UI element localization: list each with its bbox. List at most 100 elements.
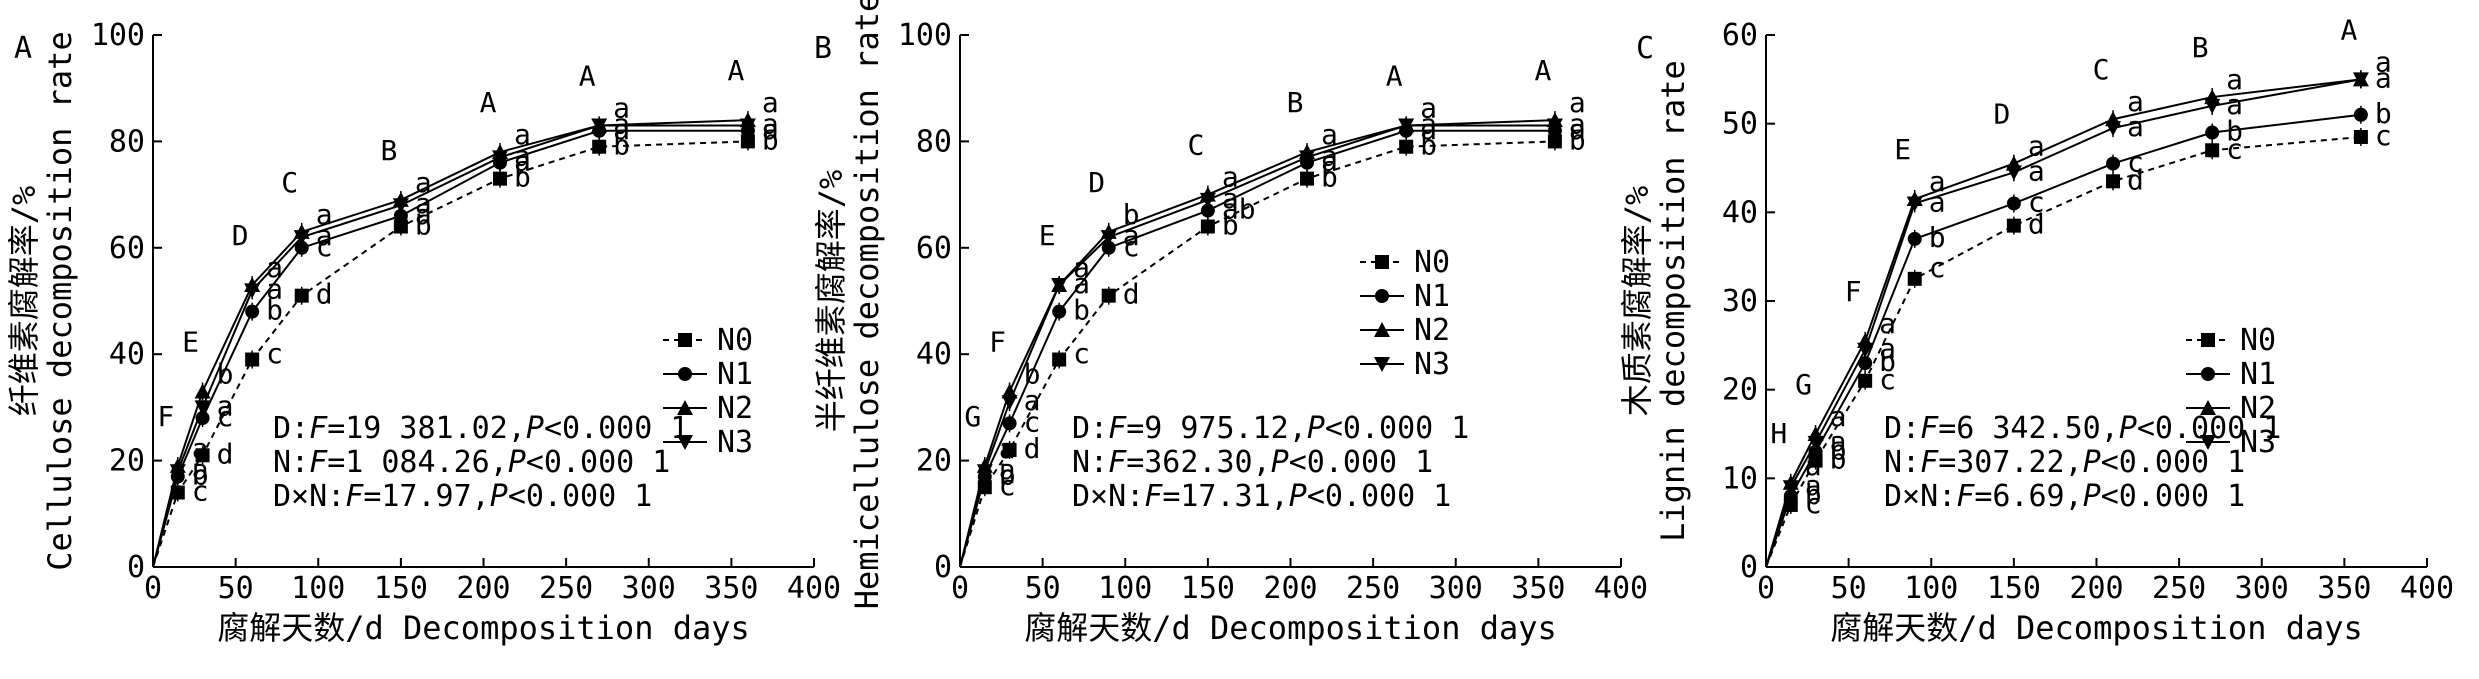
point-letter: c: [192, 475, 209, 508]
x-tick-label: 0: [951, 571, 969, 606]
data-point-N0: [1002, 442, 1017, 457]
point-letter: b: [2226, 115, 2243, 148]
x-tick-label: 100: [291, 571, 345, 606]
group-letter: F: [989, 325, 1006, 358]
x-tick-label: 350: [1511, 571, 1565, 606]
point-letter: d: [2127, 163, 2144, 196]
x-tick-label: 400: [1594, 571, 1648, 606]
point-letter: a: [613, 113, 630, 146]
point-letter: a: [1222, 161, 1239, 194]
data-point-N0: [1858, 373, 1873, 388]
data-point-N3: [2204, 98, 2221, 114]
x-axis-label: 腐解天数/d Decomposition days: [1024, 609, 1557, 647]
x-tick-label: 400: [787, 571, 841, 606]
x-tick-label: 350: [2317, 571, 2371, 606]
point-letter: d: [217, 437, 234, 470]
legend-label-N2: N2: [1414, 313, 1450, 348]
legend-marker: [2201, 333, 2215, 347]
x-tick-label: 50: [1831, 571, 1867, 606]
y-axis-label-en: Cellulose decomposition rate: [41, 31, 79, 570]
data-point-N3: [492, 150, 509, 166]
data-point-N3: [1199, 192, 1216, 208]
point-letter: a: [415, 198, 432, 231]
y-tick-label: 0: [934, 550, 952, 585]
point-letter: a: [514, 139, 531, 172]
point-letter: b: [1830, 434, 1847, 467]
point-letter: a: [1321, 139, 1338, 172]
point-letter: a: [1879, 332, 1896, 365]
data-point-N3: [244, 283, 261, 299]
data-point-N0: [195, 448, 210, 463]
point-letter: a: [2028, 154, 2045, 187]
data-point-N0: [1399, 139, 1414, 154]
panel-C: C 0 10 20 30 40 50 60 0 50 100 150 200 250 300 350 400 腐解…: [1618, 13, 2454, 647]
x-tick-label: 300: [2235, 571, 2289, 606]
point-letter: a: [1073, 251, 1090, 284]
data-point-N3: [2005, 165, 2022, 181]
y-tick-label: 10: [1722, 461, 1758, 496]
legend-label-N0: N0: [2240, 323, 2276, 358]
legend-marker: [1374, 357, 1390, 372]
x-tick-label: 150: [1181, 571, 1235, 606]
legend-marker: [678, 333, 692, 347]
group-letter: C: [2093, 53, 2110, 86]
legend-marker: [1375, 289, 1389, 303]
data-point-N1: [1858, 356, 1873, 371]
data-point-N3: [169, 464, 186, 480]
group-letter: A: [480, 86, 497, 119]
point-letter: a: [2028, 130, 2045, 163]
group-letter: E: [182, 325, 199, 358]
data-point-N2: [194, 383, 211, 399]
y-tick-label: 20: [109, 444, 145, 479]
y-tick-label: 100: [91, 18, 145, 53]
point-letter: a: [1073, 267, 1090, 300]
data-point-N0: [1101, 288, 1116, 303]
point-letter: b: [514, 161, 531, 194]
group-letter: A: [2340, 13, 2357, 46]
data-point-N3: [2352, 72, 2369, 88]
point-letter: a: [1929, 185, 1946, 218]
data-point-N1: [1002, 416, 1017, 431]
data-point-N3: [1398, 118, 1415, 134]
x-tick-label: 0: [144, 571, 162, 606]
x-axis-label: 腐解天数/d Decomposition days: [217, 609, 750, 647]
legend-label-N0: N0: [717, 323, 753, 358]
point-letter: b: [266, 294, 283, 327]
legend-label-N2: N2: [717, 391, 753, 426]
y-axis-label-cn: 纤维素腐解率/%: [5, 186, 43, 417]
x-tick-label: 200: [1263, 571, 1317, 606]
point-letter: a: [2375, 45, 2392, 78]
x-tick-label: 250: [2152, 571, 2206, 606]
panel-letter: C: [1636, 31, 1654, 66]
point-letter: a: [415, 187, 432, 220]
x-tick-label: 150: [374, 571, 428, 606]
panel-B: B 0 20 40 60 80 100 0 50 100 150 200 250 300 350 400 腐解天…: [812, 0, 1648, 647]
anova-line: D:F=6 342.50,P<0.000 1: [1884, 411, 2281, 446]
data-point-N3: [1001, 395, 1018, 411]
data-point-N0: [1200, 219, 1215, 234]
point-letter: a: [762, 86, 779, 119]
data-point-N3: [293, 230, 310, 246]
point-letter: a: [266, 272, 283, 305]
data-point-N0: [740, 134, 755, 149]
legend-label-N3: N3: [2240, 425, 2276, 460]
legend-marker: [677, 435, 693, 450]
y-tick-label: 40: [916, 337, 952, 372]
point-letter: a: [762, 107, 779, 140]
data-point-N1: [1101, 240, 1116, 255]
legend-label-N0: N0: [1414, 245, 1450, 280]
group-letter: F: [157, 400, 174, 433]
point-letter: b: [762, 123, 779, 156]
point-letter: a: [1879, 307, 1896, 340]
group-letter: B: [1287, 86, 1304, 119]
group-letter: C: [1187, 129, 1204, 162]
point-letter: b: [2375, 97, 2392, 130]
legend-marker: [677, 400, 693, 415]
point-letter: a: [1420, 91, 1437, 124]
y-axis-label-cn: 木质素腐解率/%: [1618, 186, 1656, 417]
x-tick-label: 100: [1098, 571, 1152, 606]
point-letter: a: [1420, 113, 1437, 146]
